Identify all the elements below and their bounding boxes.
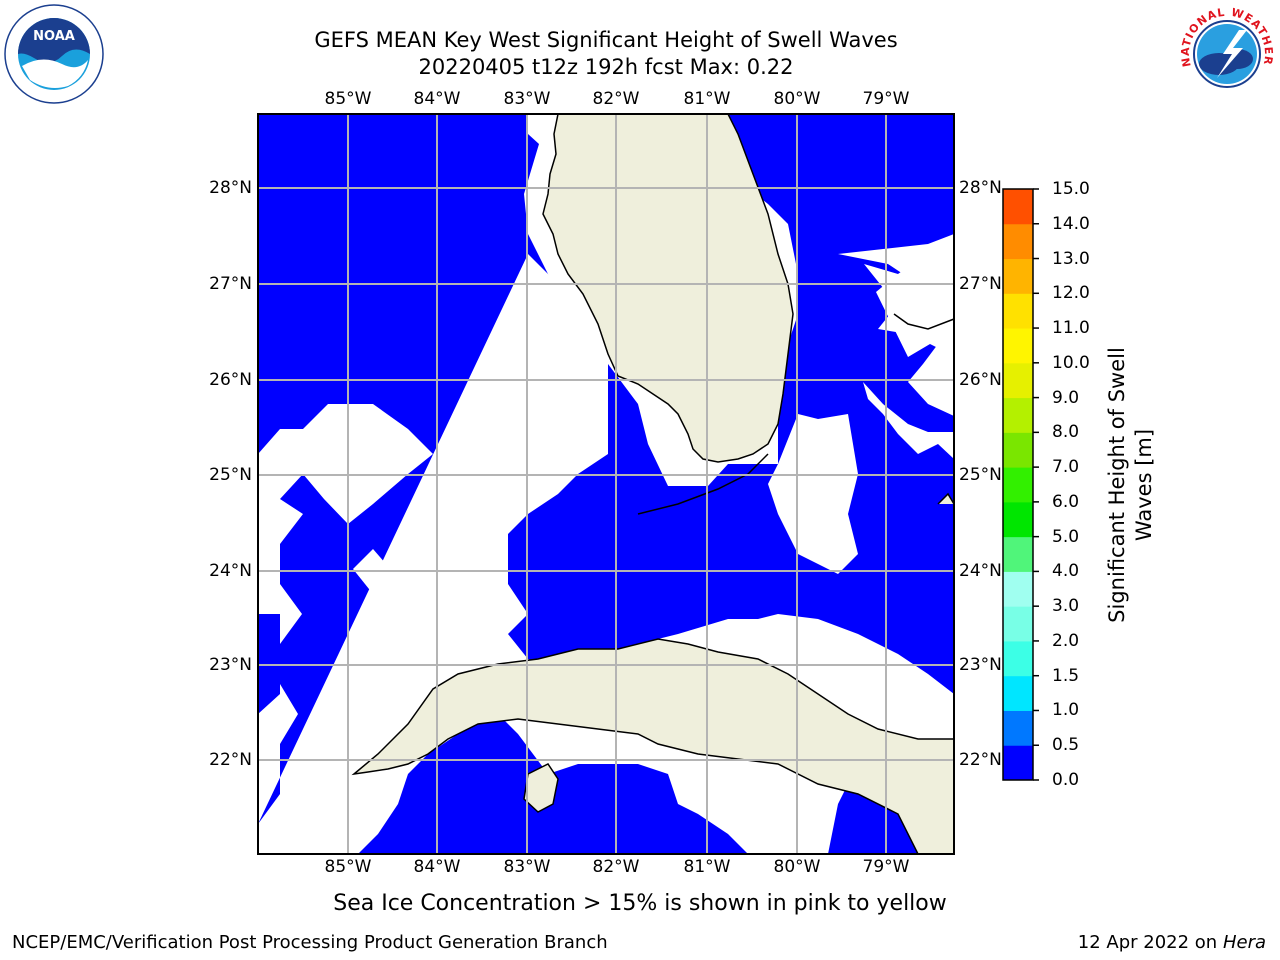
colorbar-tick-label: 3.0 bbox=[1052, 596, 1080, 617]
lon-label-top: 82°W bbox=[592, 89, 640, 109]
colorbar-segment bbox=[1003, 745, 1033, 781]
colorbar-border bbox=[1002, 188, 1034, 781]
colorbar-tick-label: 7.0 bbox=[1052, 457, 1080, 478]
land-isla-juventud bbox=[523, 763, 559, 813]
lon-label-top: 79°W bbox=[862, 89, 910, 109]
colorbar-tick-label: 4.0 bbox=[1052, 561, 1080, 582]
lat-label-right: 23°N bbox=[959, 655, 1002, 675]
map-border bbox=[257, 113, 955, 855]
plot-subtitle: 20220405 t12z 192h fcst Max: 0.22 bbox=[418, 55, 794, 79]
footer-host: Hera bbox=[1222, 932, 1266, 953]
noaa-logo-text: NOAA bbox=[33, 29, 75, 44]
colorbar-tick-label: 1.0 bbox=[1052, 700, 1080, 721]
noaa-logo: NOAA bbox=[4, 4, 104, 104]
lon-label-bottom: 84°W bbox=[413, 857, 461, 877]
lat-label-right: 26°N bbox=[959, 370, 1002, 390]
map-frame bbox=[257, 113, 955, 855]
colorbar-segment bbox=[1003, 223, 1033, 260]
lat-label-right: 24°N bbox=[959, 561, 1002, 581]
footer-date-text: 12 Apr 2022 on bbox=[1077, 932, 1223, 953]
colorbar-segment bbox=[1003, 467, 1033, 503]
lat-label-right: 22°N bbox=[959, 750, 1002, 770]
colorbar-tick-label: 15.0 bbox=[1052, 179, 1090, 199]
colorbar-segment bbox=[1003, 536, 1033, 572]
sea-ice-caption: Sea Ice Concentration > 15% is shown in … bbox=[333, 891, 947, 916]
lat-label-right: 27°N bbox=[959, 274, 1002, 294]
colorbar-segment bbox=[1003, 258, 1033, 294]
lon-label-top: 85°W bbox=[324, 89, 372, 109]
colorbar-tick-label: 5.0 bbox=[1052, 526, 1080, 547]
colorbar-segment bbox=[1003, 501, 1033, 538]
colorbar-tick-label: 1.5 bbox=[1052, 665, 1080, 686]
lon-label-top: 81°W bbox=[683, 89, 731, 109]
lat-label-left: 25°N bbox=[209, 465, 252, 485]
lat-label-left: 24°N bbox=[209, 561, 252, 581]
lon-label-bottom: 82°W bbox=[592, 857, 640, 877]
colorbar-segment bbox=[1003, 640, 1033, 677]
colorbar-label: Significant Height of Swell Waves [m] bbox=[1105, 346, 1156, 623]
colorbar-tick-label: 12.0 bbox=[1052, 283, 1090, 304]
colorbar-tick-label: 11.0 bbox=[1052, 318, 1090, 339]
lon-label-bottom: 79°W bbox=[862, 857, 910, 877]
colorbar-tick-label: 0.5 bbox=[1052, 735, 1080, 756]
colorbar-tick-label: 10.0 bbox=[1052, 352, 1090, 373]
colorbar-segment bbox=[1003, 675, 1033, 711]
colorbar-segment bbox=[1003, 710, 1033, 746]
colorbar-segment bbox=[1003, 293, 1033, 329]
lat-label-left: 28°N bbox=[209, 178, 252, 198]
lat-label-right: 28°N bbox=[959, 178, 1002, 198]
colorbar-segment bbox=[1003, 397, 1033, 433]
colorbar-tick-label: 2.0 bbox=[1052, 630, 1080, 651]
colorbar-tick-label: 0.0 bbox=[1052, 770, 1080, 790]
lon-label-top: 83°W bbox=[503, 89, 551, 109]
footer-credit: NCEP/EMC/Verification Post Processing Pr… bbox=[12, 932, 608, 953]
colorbar-segment bbox=[1003, 328, 1033, 364]
colorbar-segment bbox=[1003, 432, 1033, 468]
no-data-regions-2 bbox=[876, 254, 954, 357]
colorbar-segment bbox=[1003, 606, 1033, 642]
lon-label-top: 84°W bbox=[413, 89, 461, 109]
colorbar-tick-label: 9.0 bbox=[1052, 387, 1080, 408]
lon-label-bottom: 85°W bbox=[324, 857, 372, 877]
nws-logo: NATIONAL WEATHER SERVICE bbox=[1172, 0, 1276, 103]
lon-label-top: 80°W bbox=[773, 89, 821, 109]
lon-label-bottom: 80°W bbox=[773, 857, 821, 877]
colorbar bbox=[1002, 188, 1039, 781]
colorbar-tick-label: 13.0 bbox=[1052, 248, 1090, 269]
lon-label-bottom: 81°W bbox=[683, 857, 731, 877]
colorbar-segment bbox=[1003, 362, 1033, 399]
footer-date: 12 Apr 2022 on Hera bbox=[1078, 932, 1266, 954]
lat-label-right: 25°N bbox=[959, 465, 1002, 485]
lat-label-left: 27°N bbox=[209, 274, 252, 294]
colorbar-label-wrap: Significant Height of Swell Waves [m] bbox=[1104, 189, 1158, 780]
land-florida bbox=[542, 113, 794, 463]
lat-label-left: 23°N bbox=[209, 655, 252, 675]
land-bahamas bbox=[893, 313, 955, 330]
colorbar-tick-label: 6.0 bbox=[1052, 491, 1080, 512]
colorbar-segment bbox=[1003, 189, 1033, 225]
colorbar-tick-label: 8.0 bbox=[1052, 422, 1080, 443]
colorbar-segment bbox=[1003, 571, 1033, 607]
colorbar-tick-label: 14.0 bbox=[1052, 213, 1090, 234]
map-gridlines bbox=[258, 114, 954, 854]
plot-title: GEFS MEAN Key West Significant Height of… bbox=[314, 28, 898, 52]
lat-label-left: 26°N bbox=[209, 370, 252, 390]
lat-label-left: 22°N bbox=[209, 750, 252, 770]
florida-keys bbox=[637, 453, 769, 515]
lon-label-bottom: 83°W bbox=[503, 857, 551, 877]
